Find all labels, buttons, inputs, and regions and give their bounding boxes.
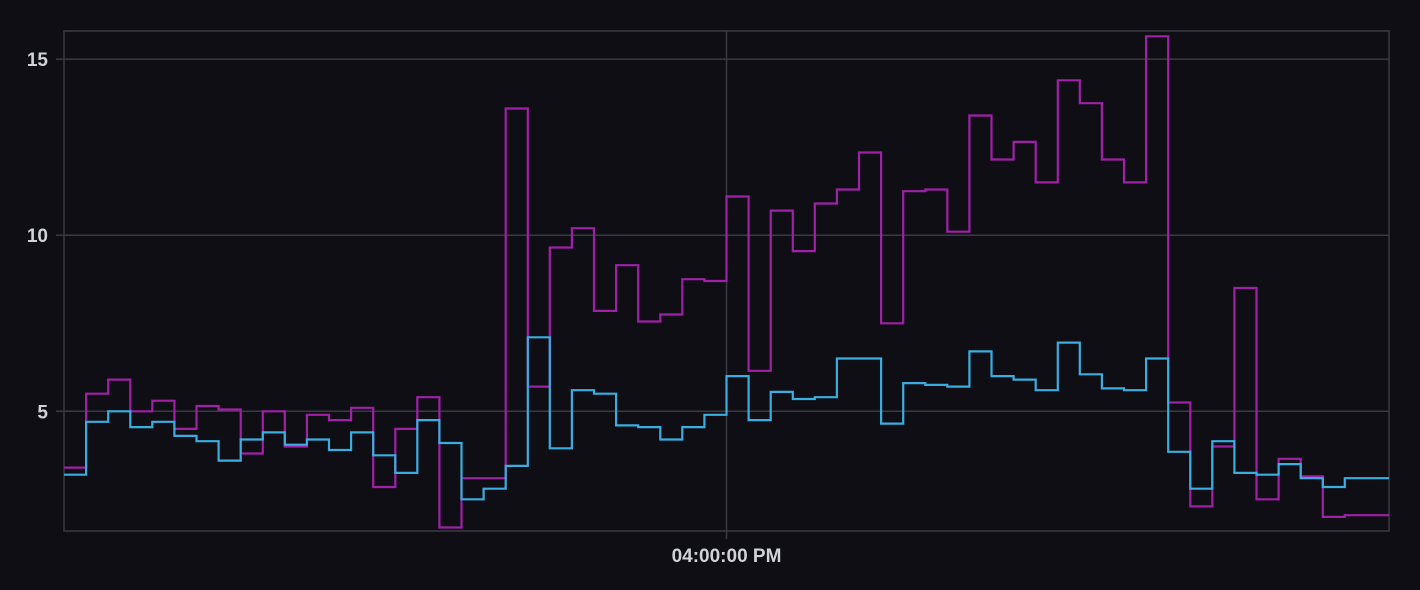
axes: 5 10 15 04:00:00 PM: [27, 50, 782, 567]
y-tick-label: 10: [27, 226, 48, 247]
y-tick-label: 5: [37, 402, 48, 423]
series-group: [64, 35, 1389, 529]
x-tick-label: 04:00:00 PM: [672, 546, 782, 567]
series-line-1: [64, 35, 1389, 529]
y-tick-label: 15: [27, 50, 49, 71]
series-line-2: [64, 336, 1389, 501]
